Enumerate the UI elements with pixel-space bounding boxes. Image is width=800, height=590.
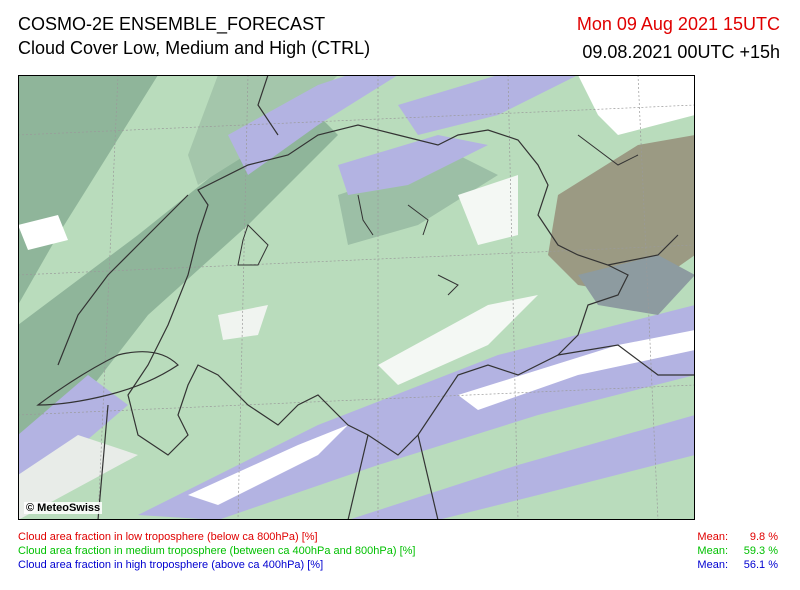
subtitle: Cloud Cover Low, Medium and High (CTRL) [18, 38, 371, 58]
credit: © MeteoSwiss [24, 502, 103, 514]
legend-mean: Mean: 59.3 % [697, 545, 778, 557]
mean-value: 59.3 % [743, 545, 778, 557]
title: COSMO-2E ENSEMBLE_FORECAST [18, 14, 326, 34]
mean-value: 56.1 % [743, 559, 778, 571]
legend-mean: Mean: 9.8 % [697, 531, 778, 543]
mean-label: Mean: [697, 545, 728, 557]
legend-label: Cloud area fraction in medium tropospher… [18, 545, 416, 557]
valid-time: Mon 09 Aug 2021 15UTC [576, 14, 780, 34]
mean-value: 9.8 % [749, 531, 778, 543]
mean-label: Mean: [697, 531, 728, 543]
legend-mean: Mean: 56.1 % [697, 559, 778, 571]
legend-label: Cloud area fraction in low troposphere (… [18, 531, 318, 543]
legend-label: Cloud area fraction in high troposphere … [18, 559, 324, 571]
mean-label: Mean: [697, 559, 728, 571]
map [18, 75, 695, 520]
run-time: 09.08.2021 00UTC +15h [582, 42, 780, 62]
